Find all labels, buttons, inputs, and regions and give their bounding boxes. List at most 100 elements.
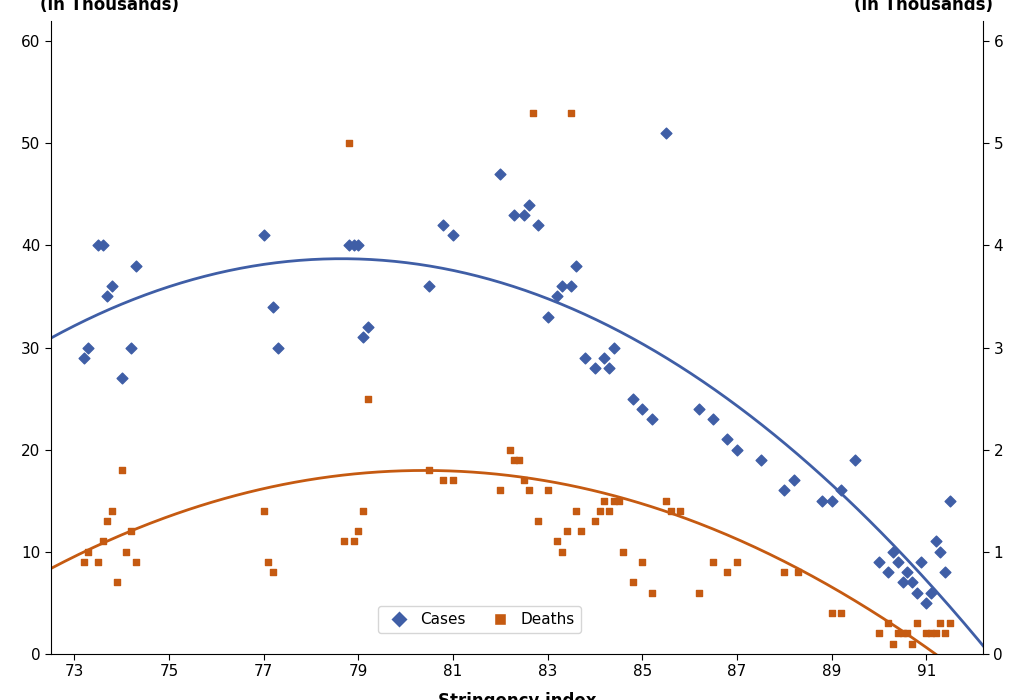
Point [634,556,650,568]
Point [506,454,522,466]
Point [128,260,144,272]
Point [520,199,537,210]
Text: Daily deaths
(in Thousands): Daily deaths (in Thousands) [854,0,993,14]
Point [128,556,144,568]
Point [76,556,92,568]
Point [833,608,849,619]
Point [881,566,897,578]
Point [94,240,111,251]
Point [610,495,627,506]
Point [554,281,570,292]
Point [657,495,674,506]
Point [913,556,930,568]
Point [567,505,584,517]
Point [729,556,745,568]
Point [345,536,361,547]
Point [601,505,617,517]
Point [791,566,807,578]
Point [265,301,282,312]
Text: Stringency index: Stringency index [437,692,596,700]
Point [502,444,518,455]
Point [506,209,522,220]
Point [706,414,722,425]
Point [942,495,958,506]
Point [80,342,96,353]
Point [615,546,632,557]
Point [785,475,802,486]
Point [643,414,659,425]
Point [899,566,915,578]
Point [354,505,371,517]
Point [847,454,863,466]
Point [350,526,367,537]
Point [833,485,849,496]
Point [80,546,96,557]
Point [260,556,276,568]
Point [942,617,958,629]
Point [114,372,130,384]
Point [104,505,121,517]
Point [511,454,527,466]
Point [899,628,915,639]
Point [908,587,925,598]
Point [554,546,570,557]
Point [421,464,437,475]
Point [881,617,897,629]
Point [937,566,953,578]
Point [341,240,357,251]
Point [435,219,452,230]
Point [493,169,509,180]
Point [657,127,674,139]
Point [904,577,921,588]
Point [90,556,106,568]
Point [558,526,574,537]
Point [928,536,944,547]
Point [823,495,840,506]
Point [563,107,580,118]
Point [605,495,622,506]
Point [255,230,271,241]
Point [908,617,925,629]
Point [529,219,546,230]
Point [493,485,509,496]
Point [587,363,603,374]
Point [719,566,735,578]
Point [540,312,556,323]
Point [109,577,125,588]
Point [359,321,376,332]
Point [123,526,139,537]
Point [336,536,352,547]
Point [928,628,944,639]
Point [601,363,617,374]
Point [592,505,608,517]
Point [894,577,910,588]
Point [421,281,437,292]
Point [814,495,830,506]
Point [435,475,452,486]
Point [890,556,906,568]
Point [540,485,556,496]
Point [691,403,708,414]
Point [118,546,134,557]
Point [99,291,116,302]
Point [90,240,106,251]
Point [596,352,612,363]
Point [918,597,934,608]
Point [354,332,371,343]
Point [525,107,542,118]
Point [359,393,376,404]
Point [890,628,906,639]
Point [345,240,361,251]
Point [923,587,939,598]
Point [663,505,679,517]
Point [94,536,111,547]
Point [634,403,650,414]
Point [529,515,546,526]
Point [932,617,948,629]
Point [870,556,887,568]
Point [776,566,793,578]
Point [567,260,584,272]
Point [444,475,461,486]
Point [549,291,565,302]
Point [520,485,537,496]
